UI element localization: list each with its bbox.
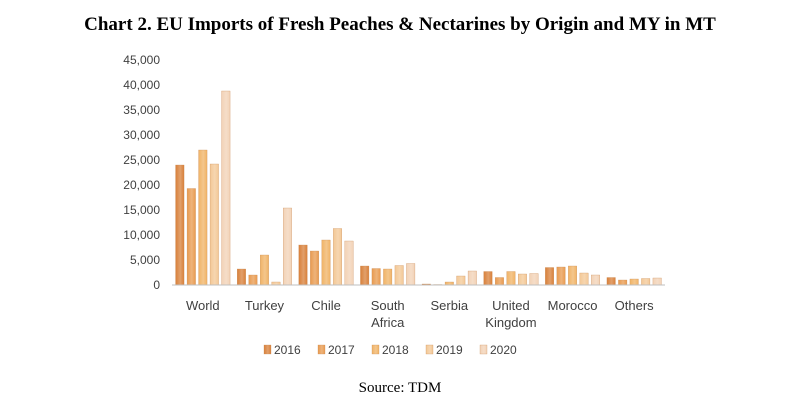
legend-swatch-2020 (479, 344, 488, 355)
y-tick-label: 35,000 (123, 103, 160, 117)
legend-label-2019: 2019 (436, 343, 463, 357)
bar-2020 (406, 263, 416, 286)
bar-2020 (652, 277, 662, 286)
bar-2020 (221, 90, 231, 286)
bar-2016 (175, 164, 185, 286)
bar-2017 (618, 279, 628, 286)
y-tick-label: 10,000 (123, 228, 160, 242)
bar-2018 (629, 278, 639, 286)
x-axis: World Turkey Chile South Africa Serbia United K… (172, 284, 665, 330)
bar-2019 (333, 228, 342, 286)
category-label: Serbia (431, 298, 469, 313)
legend-label-2016: 2016 (274, 343, 301, 357)
y-tick-label: 30,000 (123, 128, 160, 142)
bar-2017 (248, 274, 258, 286)
legend-swatch-2019 (425, 344, 434, 355)
bar-2016 (237, 268, 246, 286)
category-label: Morocco (548, 298, 598, 313)
bar-2019 (456, 275, 466, 286)
bar-2018 (321, 239, 331, 286)
y-tick-label: 25,000 (123, 153, 160, 167)
y-tick-label: 0 (153, 278, 160, 292)
legend-label-2017: 2017 (328, 343, 355, 357)
category-label: Turkey (245, 298, 285, 313)
y-tick-label: 5,000 (130, 253, 160, 267)
bar-2017 (186, 188, 196, 286)
bar-2020 (344, 240, 354, 286)
bar-2018 (260, 254, 269, 286)
y-tick-label: 15,000 (123, 203, 160, 217)
category-label: South Africa (371, 298, 405, 330)
y-tick-label: 45,000 (123, 53, 160, 67)
legend-swatch-2018 (371, 344, 380, 355)
bar-2016 (545, 267, 554, 286)
bar-2020 (591, 274, 600, 286)
bar-2019 (518, 273, 527, 286)
category-label: Others (615, 298, 655, 313)
y-tick-label: 20,000 (123, 178, 160, 192)
bar-2017 (556, 266, 566, 286)
bar-2016 (298, 244, 308, 286)
chart-title: Chart 2. EU Imports of Fresh Peaches & N… (84, 14, 716, 35)
bar-2018 (383, 268, 393, 286)
legend-swatch-2016 (263, 344, 272, 355)
bar-2017 (495, 277, 504, 286)
bars-group (175, 90, 662, 286)
bar-2018 (198, 149, 208, 286)
bar-2018 (568, 265, 577, 286)
bar-2018 (506, 271, 516, 286)
category-label: United Kingdom (485, 298, 536, 330)
y-tick-label: 40,000 (123, 78, 160, 92)
category-label: World (186, 298, 220, 313)
bar-2020 (283, 207, 292, 286)
bar-2019 (641, 278, 651, 286)
bar-2019 (579, 272, 589, 286)
chart-source: Source: TDM (358, 380, 442, 396)
bar-2016 (360, 265, 370, 286)
bar-2020 (467, 270, 477, 286)
bar-2017 (371, 268, 381, 286)
bar-2017 (310, 250, 319, 286)
category-label: Chile (311, 298, 341, 313)
bar-2016 (606, 277, 616, 286)
bar-2019 (394, 265, 404, 286)
legend-label-2018: 2018 (382, 343, 409, 357)
legend: 2016 2017 2018 2019 2020 (263, 343, 517, 357)
bar-2020 (529, 273, 539, 286)
bar-2019 (209, 163, 219, 286)
bar-2016 (483, 271, 493, 286)
legend-swatch-2017 (317, 344, 326, 355)
y-axis: 0 5,000 10,000 15,000 20,000 25,000 30,000 35,0… (123, 53, 160, 292)
legend-label-2020: 2020 (490, 343, 517, 357)
